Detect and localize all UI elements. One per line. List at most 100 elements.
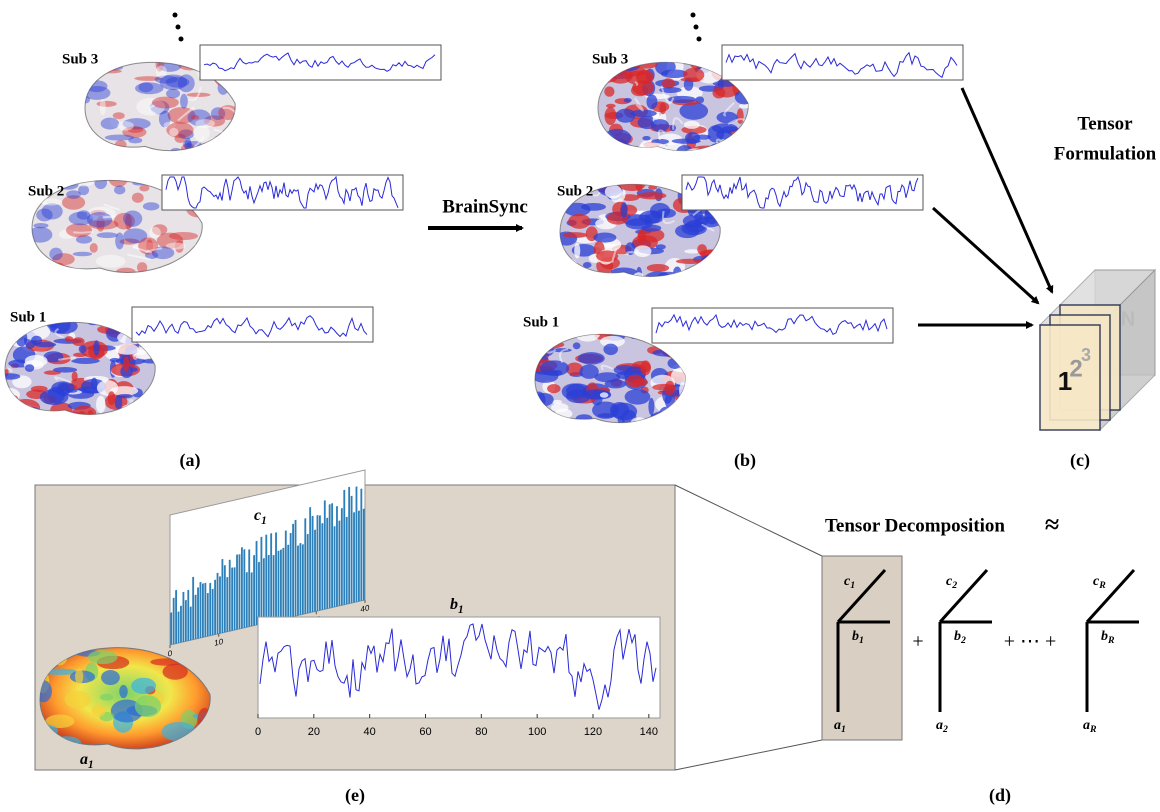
brain-blob bbox=[700, 265, 706, 282]
brain-blob bbox=[617, 144, 634, 155]
brain-blob bbox=[80, 275, 99, 281]
decomp-title: Tensor Decomposition bbox=[825, 515, 1005, 536]
brain-blob bbox=[72, 406, 96, 420]
vector-label: a2 bbox=[936, 718, 948, 735]
b1-tick-label: 80 bbox=[475, 726, 487, 738]
arrow bbox=[962, 88, 1052, 292]
brain-blob bbox=[117, 394, 133, 398]
brain-blob bbox=[578, 352, 605, 365]
c1-bar bbox=[197, 587, 199, 639]
approx-sign: ≈ bbox=[1045, 510, 1059, 539]
brain-blob bbox=[100, 694, 113, 701]
subject-label: Sub 1 bbox=[523, 314, 559, 330]
brain-blob bbox=[97, 101, 117, 107]
brain-blob bbox=[534, 408, 552, 420]
panel-label: (e) bbox=[345, 785, 365, 806]
brain-blob bbox=[546, 333, 554, 342]
subject-label: Sub 3 bbox=[62, 51, 98, 67]
b1-tick-label: 60 bbox=[419, 726, 431, 738]
tensor-title: Tensor bbox=[1077, 113, 1133, 134]
vector-symbol: b bbox=[954, 629, 961, 644]
vector-label: b2 bbox=[954, 629, 966, 646]
dot bbox=[694, 25, 699, 30]
brain-blob bbox=[222, 147, 246, 157]
brain-blob bbox=[169, 232, 198, 240]
brain-blob bbox=[66, 223, 92, 237]
figure: BrainSync Tensor Formulation (a) (b) (c)… bbox=[0, 0, 1160, 812]
brain-blob bbox=[683, 68, 704, 82]
c1-tick-label: 0 bbox=[168, 649, 173, 659]
subject-label: Sub 1 bbox=[10, 309, 46, 325]
sync-label: BrainSync bbox=[442, 196, 528, 217]
brain-blob bbox=[178, 60, 200, 71]
c1-bar bbox=[260, 537, 262, 624]
brain-blob bbox=[642, 136, 650, 141]
dot bbox=[179, 37, 184, 42]
brain-blob bbox=[115, 140, 127, 149]
brain-blob bbox=[713, 87, 726, 98]
brain-blob bbox=[28, 227, 53, 243]
c1-bar bbox=[236, 554, 238, 629]
vector-subscript: 1 bbox=[859, 635, 864, 646]
brain-blob bbox=[11, 405, 28, 413]
brain-blob bbox=[132, 193, 144, 203]
brain-blob bbox=[616, 109, 636, 123]
brain-blob bbox=[543, 414, 550, 428]
subject-label: Sub 2 bbox=[557, 183, 593, 199]
brain-blob bbox=[135, 695, 161, 717]
brain-blob bbox=[650, 411, 675, 424]
c1-bar bbox=[209, 583, 211, 636]
dot bbox=[691, 13, 696, 18]
c1-bar bbox=[275, 532, 277, 620]
c1-bar bbox=[309, 507, 311, 613]
c1-bar bbox=[348, 487, 350, 604]
brain-blob bbox=[722, 126, 739, 131]
vector-symbol: b bbox=[852, 629, 859, 644]
brain-blob bbox=[580, 364, 599, 378]
brain-blob bbox=[604, 129, 632, 146]
brain-blob bbox=[94, 176, 107, 189]
highlight-term bbox=[822, 556, 902, 740]
brain-blob bbox=[735, 90, 754, 105]
c1-bar bbox=[329, 504, 331, 608]
c1-bar bbox=[317, 515, 319, 611]
brain-blob bbox=[553, 261, 574, 265]
brain-blob bbox=[624, 98, 632, 103]
brain-blob bbox=[93, 340, 99, 355]
vector-subscript: R bbox=[1089, 724, 1097, 735]
brain-blob bbox=[648, 398, 654, 416]
brain-blob bbox=[732, 152, 757, 158]
vector-subscript: 2 bbox=[960, 635, 966, 646]
c1-bar bbox=[195, 595, 197, 640]
c1-bar bbox=[302, 544, 304, 614]
brain-blob bbox=[191, 115, 199, 120]
brain-blob bbox=[535, 341, 564, 349]
brain-blob bbox=[551, 403, 569, 412]
brain-blob bbox=[108, 391, 116, 405]
c1-bar bbox=[229, 560, 231, 632]
brain-blob bbox=[634, 60, 658, 68]
c1-bar bbox=[231, 567, 233, 631]
brain-blob bbox=[187, 263, 206, 269]
brain-blob bbox=[684, 148, 706, 161]
c1-bar bbox=[182, 592, 184, 642]
brain-blob bbox=[652, 349, 680, 357]
brain-blob bbox=[720, 150, 738, 155]
brain-blob bbox=[114, 185, 125, 194]
c1-bar bbox=[258, 562, 260, 625]
brain-blob bbox=[65, 691, 91, 709]
c1-bar bbox=[346, 517, 348, 605]
c1-bar bbox=[234, 567, 236, 630]
brain-blob bbox=[133, 414, 159, 421]
brain-blob bbox=[647, 264, 669, 272]
c1-bar bbox=[187, 590, 189, 641]
brain-blob bbox=[621, 202, 628, 218]
brain-blob bbox=[44, 265, 74, 278]
slice-label: 3 bbox=[1081, 345, 1091, 365]
c1-bar bbox=[287, 545, 289, 618]
subject-label: Sub 2 bbox=[28, 183, 64, 199]
vector-subscript: 2 bbox=[942, 724, 948, 735]
brain-blob bbox=[700, 255, 719, 272]
c1-bar bbox=[170, 612, 172, 645]
vector-label: aR bbox=[1083, 718, 1097, 735]
